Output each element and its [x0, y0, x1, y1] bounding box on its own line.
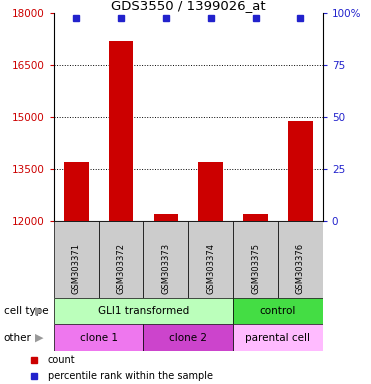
Text: parental cell: parental cell — [246, 333, 311, 343]
Bar — [54, 221, 99, 298]
Bar — [233, 221, 278, 298]
Text: ▶: ▶ — [35, 306, 43, 316]
Text: control: control — [260, 306, 296, 316]
Bar — [288, 121, 313, 221]
Text: ▶: ▶ — [35, 333, 43, 343]
Text: GLI1 transformed: GLI1 transformed — [98, 306, 189, 316]
Text: GSM303374: GSM303374 — [206, 243, 215, 294]
Title: GDS3550 / 1399026_at: GDS3550 / 1399026_at — [111, 0, 266, 12]
Bar — [233, 298, 323, 324]
Text: clone 1: clone 1 — [80, 333, 118, 343]
Text: GSM303375: GSM303375 — [251, 243, 260, 294]
Bar — [144, 324, 233, 351]
Text: GSM303371: GSM303371 — [72, 243, 81, 294]
Bar — [243, 214, 268, 221]
Bar — [99, 221, 144, 298]
Bar — [198, 162, 223, 221]
Bar — [154, 214, 178, 221]
Bar — [233, 324, 323, 351]
Bar — [54, 298, 233, 324]
Text: count: count — [47, 354, 75, 364]
Text: GSM303376: GSM303376 — [296, 243, 305, 294]
Text: percentile rank within the sample: percentile rank within the sample — [47, 371, 213, 381]
Bar — [278, 221, 323, 298]
Bar — [54, 324, 144, 351]
Bar — [144, 221, 188, 298]
Text: cell type: cell type — [4, 306, 48, 316]
Bar — [188, 221, 233, 298]
Text: GSM303373: GSM303373 — [161, 243, 170, 294]
Text: other: other — [4, 333, 32, 343]
Bar — [64, 162, 89, 221]
Bar — [109, 41, 133, 221]
Text: GSM303372: GSM303372 — [116, 243, 125, 294]
Text: clone 2: clone 2 — [169, 333, 207, 343]
